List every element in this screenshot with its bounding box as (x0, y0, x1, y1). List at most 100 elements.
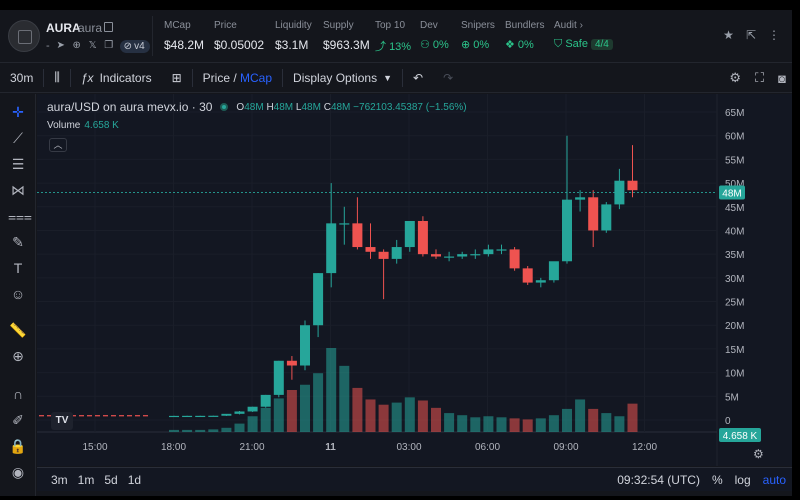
fullscreen-icon[interactable]: ⛶ (755, 70, 765, 85)
stat-mcap: MCap $48.2M (164, 20, 205, 52)
volume-bar (588, 408, 599, 432)
price-tick-label: 15M (725, 345, 744, 356)
candle-body (326, 223, 337, 274)
candle-body (339, 223, 350, 225)
volume-bar (391, 402, 402, 432)
candle-body (273, 360, 284, 395)
volume-bar (286, 390, 297, 432)
candle-body (208, 415, 219, 417)
token-links: - ➤ ⊕ 𝕏 ❐ ⊘ v4 (46, 39, 150, 53)
grid-icon: ⊞ (171, 70, 182, 85)
volume-bar (575, 399, 586, 432)
magnet-tool-icon[interactable]: ∩ (12, 386, 24, 402)
volume-bar (300, 384, 310, 432)
star-icon[interactable]: ★ (723, 28, 734, 42)
text-tool-icon[interactable]: T (13, 260, 23, 276)
volume-bar (431, 407, 441, 432)
volume-bar (378, 404, 389, 432)
volume-bar (601, 413, 612, 432)
visibility-icon[interactable]: ◉ (11, 464, 25, 480)
telegram-icon[interactable]: ➤ (56, 40, 65, 51)
interval-selector[interactable]: 30m (10, 70, 34, 85)
bottom-right-controls: 09:32:54 (UTC) % log auto (617, 473, 786, 487)
candle-body (260, 394, 271, 407)
price-chart[interactable]: 65M 60M 55M 50M 45M 40M 35M 30M 25M 20M 15M 10M 5M 0 1… (37, 94, 792, 466)
stat-audit[interactable]: Audit › ⛉ Safe 4/4 (554, 20, 613, 51)
volume-legend: Volume 4.658 K (47, 120, 119, 131)
stat-top10: Top 10 ⤴ 13% (375, 20, 412, 53)
candle-body (470, 254, 481, 256)
horizontal-lines-tool-icon[interactable]: ☰ (11, 156, 25, 172)
pattern-tool-icon[interactable]: ⋈ (11, 182, 25, 198)
version-badge: ⊘ v4 (119, 39, 150, 53)
log-toggle[interactable]: log (734, 473, 751, 487)
candle-body (601, 204, 612, 231)
layouts-button[interactable]: ⊞ (162, 63, 192, 93)
emoji-tool-icon[interactable]: ☺ (10, 286, 26, 302)
stat-dev: Dev ⚇ 0% (420, 20, 449, 51)
lock-drawing-tool-icon[interactable]: ✐ (12, 412, 24, 428)
candle-type-button[interactable]: ⫼ (44, 63, 70, 93)
zoom-in-tool-icon[interactable]: ⊕ (12, 348, 24, 364)
trendline-tool-icon[interactable]: ⟋ (13, 130, 23, 146)
candle-body (378, 251, 389, 259)
time-tick-label: 09:00 (553, 442, 578, 453)
range-1m-button[interactable]: 1m (77, 473, 95, 487)
volume-bar (260, 407, 271, 432)
price-tick-label: 60M (725, 132, 744, 143)
indicators-button[interactable]: ƒx Indicators (80, 70, 152, 85)
price-mcap-toggle[interactable]: Price / MCap (202, 70, 273, 85)
last-price-tag (719, 185, 745, 200)
percent-toggle[interactable]: % (711, 473, 723, 487)
candle-body (182, 415, 193, 418)
crosshair-tool-icon[interactable]: ✛ (12, 104, 24, 120)
candle-body (588, 197, 599, 231)
globe-icon[interactable]: ⊕ (72, 40, 81, 51)
axis-settings-icon[interactable]: ⚙ (753, 447, 764, 461)
stat-liquidity: Liquidity $3.1M (275, 20, 312, 52)
x-icon[interactable]: 𝕏 (88, 40, 97, 51)
redo-button[interactable]: ↷ (433, 63, 463, 93)
candle-body (365, 247, 376, 252)
volume-bar (208, 429, 219, 432)
candle-body (522, 268, 533, 283)
settings-icon[interactable]: ⚙ (729, 70, 742, 85)
fib-tool-icon[interactable]: ⩶ (8, 208, 32, 224)
stat-price: Price $0.05002 (214, 20, 265, 52)
time-tick-label: 12:00 (632, 442, 657, 453)
candlestick-chart[interactable]: 65M 60M 55M 50M 45M 40M 35M 30M 25M 20M 15M 10M 5M 0 1… (37, 94, 792, 466)
ohlc-values: O48M H48M L48M C48M −762103.45387 (−1.56… (236, 101, 467, 113)
crosshair-icon: ⊕ (461, 39, 474, 51)
price-tick-label: 20M (725, 321, 744, 332)
display-options-dropdown[interactable]: Display Options ▼ (293, 70, 392, 85)
candle-body (496, 249, 507, 251)
candle-body (509, 249, 520, 269)
camera-icon[interactable]: ◙ (778, 70, 786, 86)
tradingview-logo[interactable]: TV (51, 412, 73, 430)
share-icon[interactable]: ⇱ (745, 28, 756, 42)
price-tick-label: 10M (725, 369, 744, 380)
volume-bar (339, 365, 350, 432)
brush-tool-icon[interactable]: ✎ (12, 234, 24, 250)
undo-button[interactable]: ↶ (403, 63, 433, 93)
stat-supply: Supply $963.3M (323, 20, 370, 52)
toolbar-right: ⚙ ⛶ ◙ (729, 63, 786, 93)
auto-scale-toggle[interactable]: auto (762, 473, 786, 487)
copy-address-icon[interactable]: ❐ (104, 40, 114, 51)
copy-icon[interactable] (104, 22, 113, 32)
chevron-right-icon: › (579, 20, 583, 31)
range-5d-button[interactable]: 5d (104, 473, 118, 487)
ruler-tool-icon[interactable]: 📏 (9, 322, 27, 338)
range-3m-button[interactable]: 3m (51, 473, 68, 487)
lock-icon[interactable]: 🔒 (9, 438, 27, 454)
app-window: AURA aura - ➤ ⊕ 𝕏 ❐ ⊘ v4 MCap $48.2M Pric… (0, 10, 792, 496)
price-tick-label: 40M (725, 226, 744, 237)
volume-bar (627, 403, 638, 432)
collapse-legend-button[interactable]: ︿ (49, 138, 67, 152)
range-1d-button[interactable]: 1d (127, 473, 142, 487)
token-header: AURA aura - ➤ ⊕ 𝕏 ❐ ⊘ v4 MCap $48.2M Pric… (0, 10, 792, 63)
clock-display[interactable]: 09:32:54 (UTC) (617, 473, 700, 487)
more-icon[interactable]: ⋮ (768, 28, 780, 42)
candle-body (300, 325, 310, 366)
candle-body (313, 273, 324, 326)
